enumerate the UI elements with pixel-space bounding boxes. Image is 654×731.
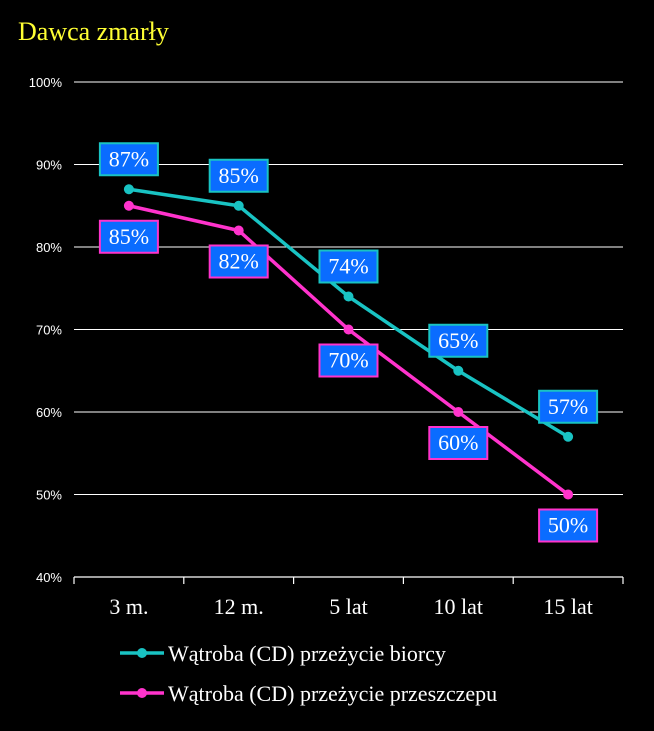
data-label-box: [428, 323, 489, 358]
x-tick-label: 15 lat: [543, 594, 593, 619]
data-label: 57%: [538, 389, 599, 424]
data-point: [563, 489, 574, 500]
data-label: 70%: [318, 343, 379, 378]
data-label-box: [318, 343, 379, 378]
legend-label: Wątroba (CD) przeżycie biorcy: [168, 641, 446, 666]
data-label-box: [98, 219, 159, 254]
y-tick-label: 40%: [36, 570, 62, 585]
data-point: [343, 324, 354, 335]
data-label-box: [538, 389, 599, 424]
data-label: 85%: [98, 219, 159, 254]
legend-item: Wątroba (CD) przeżycie przeszczepu: [120, 681, 497, 706]
y-tick-label: 80%: [36, 240, 62, 255]
legend-swatch-marker: [137, 648, 147, 658]
legend-item: Wątroba (CD) przeżycie biorcy: [120, 641, 446, 666]
y-tick-label: 70%: [36, 323, 62, 338]
data-point: [233, 200, 244, 211]
data-label-box: [538, 508, 599, 543]
data-label-box: [98, 142, 159, 177]
y-tick-label: 50%: [36, 488, 62, 503]
data-label-text: 65%: [438, 328, 478, 353]
data-label: 82%: [208, 244, 269, 279]
legend: Wątroba (CD) przeżycie biorcy Wątroba (CD…: [120, 641, 497, 706]
data-point: [343, 291, 354, 302]
data-label-text: 87%: [109, 146, 149, 171]
data-label-text: 85%: [109, 224, 149, 249]
legend-label: Wątroba (CD) przeżycie przeszczepu: [168, 681, 497, 706]
data-label-box: [318, 249, 379, 284]
data-point: [453, 365, 464, 376]
y-tick-label: 60%: [36, 405, 62, 420]
data-label: 65%: [428, 323, 489, 358]
data-label-text: 82%: [219, 249, 259, 274]
data-label: 74%: [318, 249, 379, 284]
x-tick-label: 3 m.: [109, 594, 148, 619]
data-point: [233, 225, 244, 236]
y-tick-label: 90%: [36, 158, 62, 173]
y-tick-label: 100%: [29, 75, 63, 90]
chart-title: Dawca zmarły: [18, 17, 169, 46]
series-line-0: [128, 187, 570, 439]
x-tick-label: 10 lat: [434, 594, 484, 619]
data-label: 87%: [98, 142, 159, 177]
data-label-text: 60%: [438, 430, 478, 455]
data-label: 60%: [428, 426, 489, 460]
x-tick-label: 12 m.: [214, 594, 264, 619]
data-point: [123, 200, 134, 211]
legend-swatch-marker: [137, 688, 147, 698]
data-label-box: [208, 158, 269, 193]
data-point: [563, 431, 574, 442]
data-label-box: [208, 244, 269, 279]
data-label-box: [428, 426, 489, 460]
series-lines: [123, 184, 574, 500]
data-label: 50%: [538, 508, 599, 543]
data-point: [453, 407, 464, 417]
x-tick-label: 5 lat: [329, 594, 368, 619]
data-label-text: 50%: [548, 513, 588, 538]
data-labels: 87% 85% 74% 65% 57% 85% 82% 70% 60% 50%: [98, 142, 599, 543]
x-axis: 3 m. 12 m. 5 lat 10 lat 15 lat: [73, 576, 624, 619]
y-axis: 40% 50% 60% 70% 80% 90% 100%: [29, 75, 63, 585]
data-label-text: 70%: [328, 348, 368, 373]
data-label-text: 74%: [328, 254, 368, 279]
data-label-text: 57%: [548, 394, 588, 419]
data-label-text: 85%: [219, 163, 259, 188]
data-label: 85%: [208, 158, 269, 193]
data-point: [123, 184, 134, 195]
